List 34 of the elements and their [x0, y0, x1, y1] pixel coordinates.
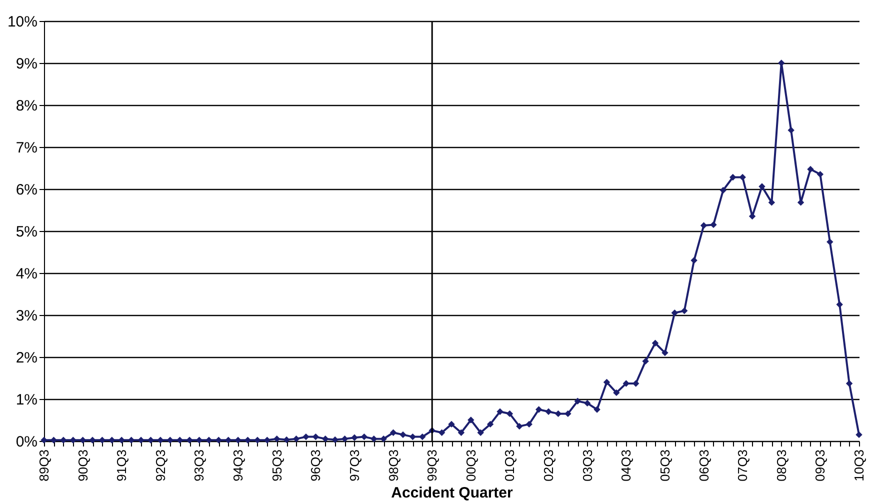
x-tick-label: 02Q3: [541, 450, 556, 482]
x-tick-label: 90Q3: [75, 450, 90, 482]
x-tick-label: 91Q3: [114, 450, 130, 482]
x-tick-label: 06Q3: [696, 450, 712, 482]
x-tick-label: 89Q3: [36, 450, 52, 482]
x-tick-label: 04Q3: [618, 450, 634, 482]
x-tick-label: 92Q3: [152, 450, 168, 482]
y-tick-label: 4%: [16, 266, 38, 282]
x-tick-label: 95Q3: [269, 450, 284, 482]
x-tick-label: 00Q3: [463, 450, 478, 482]
x-tick-label: 05Q3: [657, 450, 672, 482]
y-tick-label: 10%: [7, 14, 38, 30]
y-tick-label: 3%: [16, 308, 38, 324]
y-tick-label: 6%: [16, 182, 38, 198]
x-tick-label: 10Q3: [852, 450, 866, 482]
x-tick-label: 93Q3: [192, 450, 207, 482]
x-tick-label: 08Q3: [774, 450, 789, 482]
y-tick-label: 0%: [16, 434, 38, 450]
x-tick-label: 97Q3: [346, 450, 362, 482]
x-tick-label: 99Q3: [424, 450, 440, 482]
y-tick-label: 8%: [16, 98, 38, 114]
x-tick-label: 94Q3: [230, 450, 246, 482]
x-tick-label: 96Q3: [308, 450, 324, 482]
x-tick-label: 09Q3: [812, 450, 828, 482]
x-tick-label: 07Q3: [735, 450, 750, 482]
y-tick-label: 2%: [16, 350, 38, 366]
y-tick-label: 1%: [16, 392, 38, 408]
y-tick-label: 9%: [16, 56, 38, 72]
x-axis-title: Accident Quarter: [391, 484, 514, 502]
y-tick-label: 5%: [16, 224, 38, 240]
x-tick-label: 01Q3: [502, 450, 518, 482]
y-tick-label: 7%: [16, 140, 38, 156]
x-tick-label: 98Q3: [386, 450, 401, 482]
x-tick-label: 03Q3: [580, 450, 595, 482]
